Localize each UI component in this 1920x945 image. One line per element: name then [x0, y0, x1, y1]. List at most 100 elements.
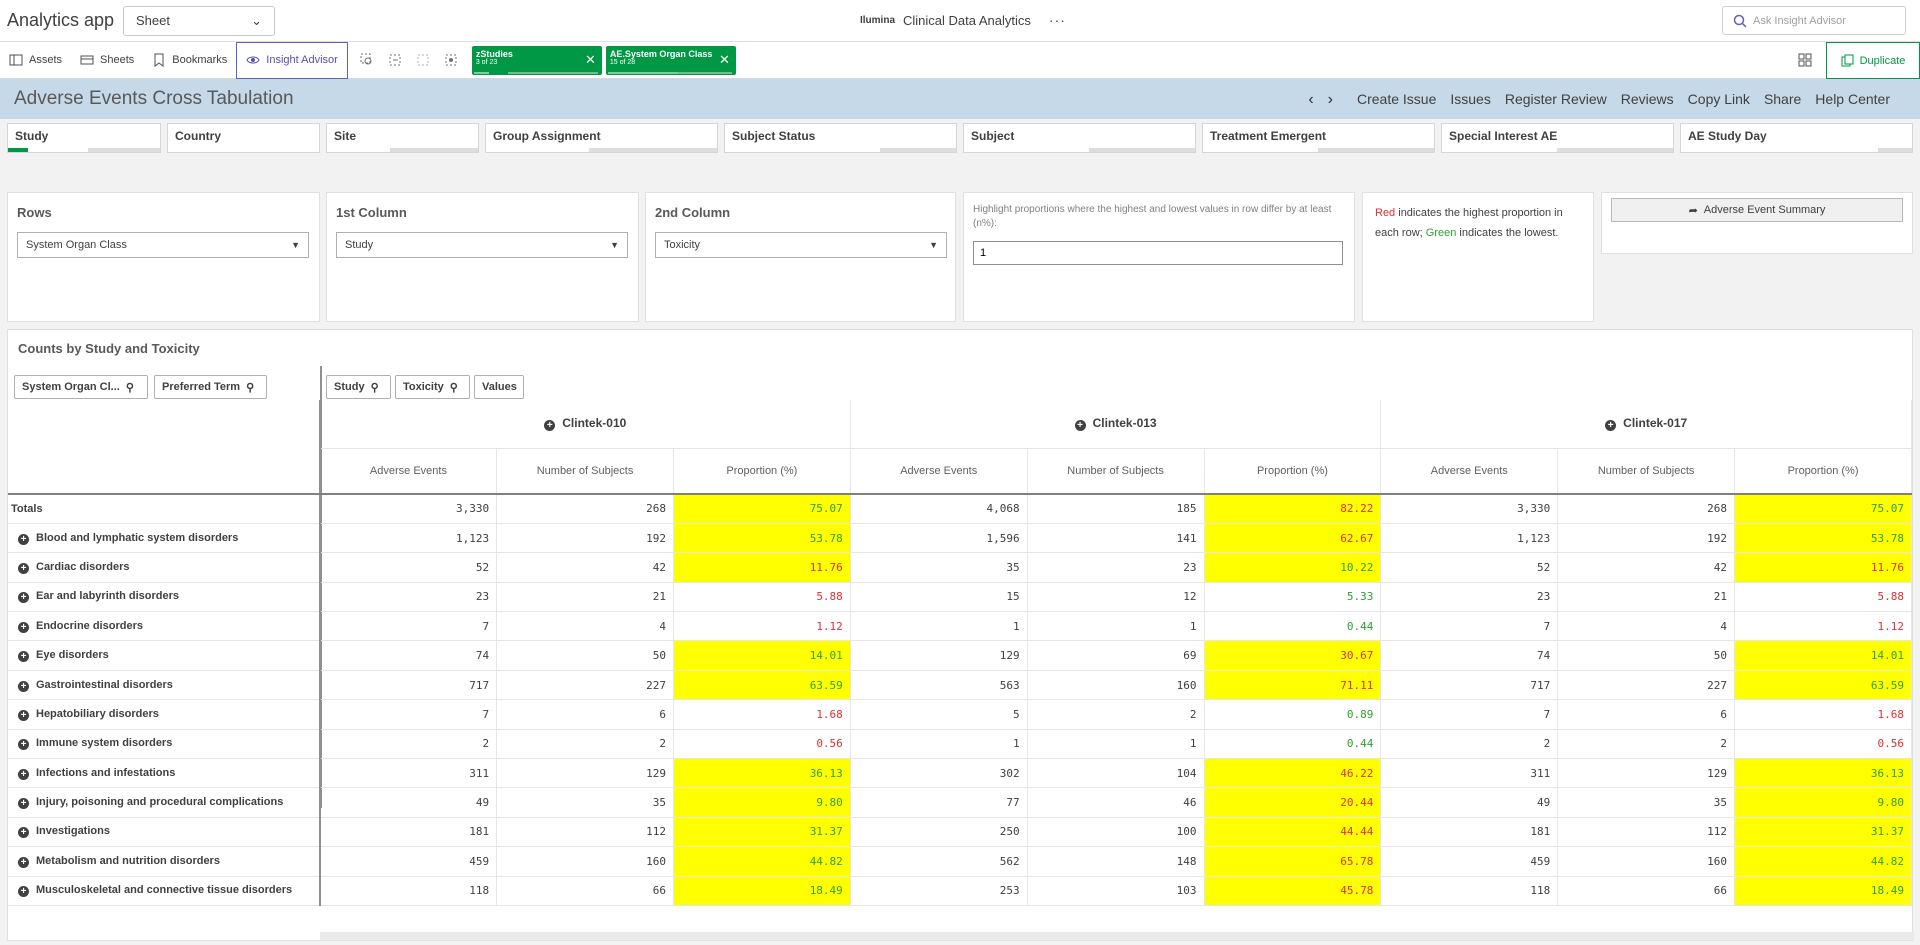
study-column-chip[interactable]: Study ⚲: [326, 375, 391, 399]
row-label: Hepatobiliary disorders: [36, 707, 159, 720]
chevron-left-icon[interactable]: ‹: [1308, 91, 1314, 108]
filter-country[interactable]: Country: [167, 123, 320, 153]
filter-subject-status[interactable]: Subject Status: [724, 123, 957, 153]
crosstab-table: + Clintek-010 + Clintek-013 + Clintek-017 Adve…: [8, 400, 1912, 906]
row-label: Gastrointestinal disorders: [36, 678, 173, 691]
toxicity-column-chip[interactable]: Toxicity ⚲: [395, 375, 470, 399]
row-label-cell[interactable]: + Endocrine disorders: [8, 611, 321, 642]
smart-search-icon[interactable]: [360, 53, 374, 67]
expand-icon[interactable]: +: [18, 768, 29, 780]
copy-link-link[interactable]: Copy Link: [1687, 91, 1750, 107]
rows-dropdown[interactable]: System Organ Class ▼: [17, 232, 309, 258]
expand-icon[interactable]: +: [18, 562, 29, 574]
col1-dropdown[interactable]: Study ▼: [336, 232, 628, 258]
selection-chip-studies[interactable]: zStudies 3 of 23 ✕: [471, 45, 602, 75]
summary-button-label: Adverse Event Summary: [1703, 204, 1826, 216]
row-label: Metabolism and nutrition disorders: [36, 854, 220, 867]
highlight-threshold-input[interactable]: [973, 241, 1343, 265]
grid-view-icon[interactable]: [1798, 53, 1812, 67]
first-column-panel: 1st Column Study ▼: [326, 192, 639, 322]
expand-icon[interactable]: +: [1605, 420, 1617, 432]
row-label-cell[interactable]: + Eye disorders: [8, 640, 321, 671]
expand-icon[interactable]: +: [18, 709, 29, 721]
register-review-link[interactable]: Register Review: [1504, 91, 1607, 107]
chevron-right-icon[interactable]: ›: [1327, 91, 1333, 108]
filter-special-interest-ae[interactable]: Special Interest AE: [1441, 123, 1674, 153]
row-label-cell[interactable]: + Cardiac disorders: [8, 552, 321, 583]
app-name: Clinical Data Analytics: [903, 12, 1031, 28]
expand-icon[interactable]: +: [18, 886, 29, 898]
share-arrow-icon: ➦: [1688, 204, 1698, 217]
value-cell: 562: [850, 846, 1028, 877]
create-issue-link[interactable]: Create Issue: [1356, 91, 1437, 107]
duplicate-button[interactable]: Duplicate: [1826, 42, 1920, 79]
bookmarks-button[interactable]: Bookmarks: [143, 42, 236, 78]
insight-advisor-button[interactable]: Insight Advisor: [236, 41, 348, 79]
proportion-cell: 44.82: [1734, 846, 1912, 877]
expand-icon[interactable]: +: [544, 420, 556, 432]
value-cell: 103: [1027, 876, 1205, 906]
value-cell: 74: [319, 640, 498, 671]
horizontal-scrollbar[interactable]: [320, 932, 1914, 940]
row-label-cell[interactable]: + Musculoskeletal and connective tissue d…: [8, 876, 321, 906]
filter-subject[interactable]: Subject: [963, 123, 1196, 153]
share-link[interactable]: Share: [1763, 91, 1802, 107]
value-cell: 181: [1380, 817, 1559, 848]
ask-insight-search[interactable]: Ask Insight Advisor: [1722, 6, 1906, 35]
adverse-event-summary-button[interactable]: ➦ Adverse Event Summary: [1611, 198, 1903, 222]
row-label-cell[interactable]: + Hepatobiliary disorders: [8, 699, 321, 730]
value-cell: 302: [850, 758, 1028, 789]
expand-icon[interactable]: +: [18, 592, 29, 604]
values-chip[interactable]: Values: [474, 375, 524, 399]
clear-selections-icon[interactable]: [444, 53, 458, 67]
filter-label: Treatment Emergent: [1210, 129, 1327, 143]
assets-button[interactable]: Assets: [0, 42, 71, 78]
row-label-cell[interactable]: + Injury, poisoning and procedural compli…: [8, 787, 321, 818]
row-label-cell[interactable]: + Immune system disorders: [8, 729, 321, 760]
chip-selected-bar: [473, 71, 489, 74]
step-forward-icon[interactable]: [416, 53, 430, 67]
issues-link[interactable]: Issues: [1450, 91, 1491, 107]
expand-icon[interactable]: +: [18, 739, 29, 751]
row-label-cell[interactable]: + Infections and infestations: [8, 758, 321, 789]
sheets-button[interactable]: Sheets: [71, 42, 143, 78]
selection-chip-soc[interactable]: AE.System Organ Class 15 of 28 ✕: [605, 45, 736, 75]
expand-icon[interactable]: +: [1074, 420, 1086, 432]
expand-icon[interactable]: +: [18, 827, 29, 839]
sheet-selector[interactable]: Sheet ⌄: [123, 5, 275, 36]
expand-icon[interactable]: +: [18, 798, 29, 810]
close-icon[interactable]: ✕: [718, 51, 730, 67]
proportion-cell: 30.67: [1204, 640, 1382, 671]
totals-row: Totals 3,330 268 75.07 4,068 185 82.22 3,330 268…: [8, 494, 1912, 524]
value-cell: 2: [319, 729, 498, 760]
expand-icon[interactable]: +: [18, 856, 29, 868]
expand-icon[interactable]: +: [18, 621, 29, 633]
row-label-cell[interactable]: + Metabolism and nutrition disorders: [8, 846, 321, 877]
more-options-icon[interactable]: ···: [1048, 12, 1066, 28]
filter-treatment-emergent[interactable]: Treatment Emergent: [1202, 123, 1435, 153]
expand-icon[interactable]: +: [18, 533, 29, 545]
filter-site[interactable]: Site: [326, 123, 479, 153]
filter-state-white: [725, 148, 880, 152]
expand-icon[interactable]: +: [18, 651, 29, 663]
expand-icon[interactable]: +: [18, 680, 29, 692]
filter-group-assignment[interactable]: Group Assignment: [485, 123, 718, 153]
proportion-cell: 0.44: [1204, 729, 1382, 760]
row-label-cell[interactable]: + Gastrointestinal disorders: [8, 670, 321, 701]
row-label-cell[interactable]: + Ear and labyrinth disorders: [8, 582, 321, 613]
preferred-term-chip[interactable]: Preferred Term ⚲: [154, 375, 267, 399]
row-label-cell[interactable]: + Investigations: [8, 817, 321, 848]
row-label-cell[interactable]: + Blood and lymphatic system disorders: [8, 523, 321, 554]
help-center-link[interactable]: Help Center: [1815, 91, 1890, 107]
filter-state-white: [8, 148, 88, 152]
search-icon: [1733, 14, 1747, 28]
filter-study[interactable]: Study: [7, 123, 161, 153]
col2-dropdown[interactable]: Toxicity ▼: [655, 232, 947, 258]
filter-ae-study-day[interactable]: AE Study Day: [1680, 123, 1913, 153]
soc-dimension-chip[interactable]: System Organ Cl... ⚲: [14, 375, 148, 399]
value-cell: 1,123: [319, 523, 498, 554]
reviews-link[interactable]: Reviews: [1620, 91, 1674, 107]
measure-header: Number of Subjects: [496, 448, 674, 495]
close-icon[interactable]: ✕: [584, 51, 596, 67]
step-back-icon[interactable]: [388, 53, 402, 67]
